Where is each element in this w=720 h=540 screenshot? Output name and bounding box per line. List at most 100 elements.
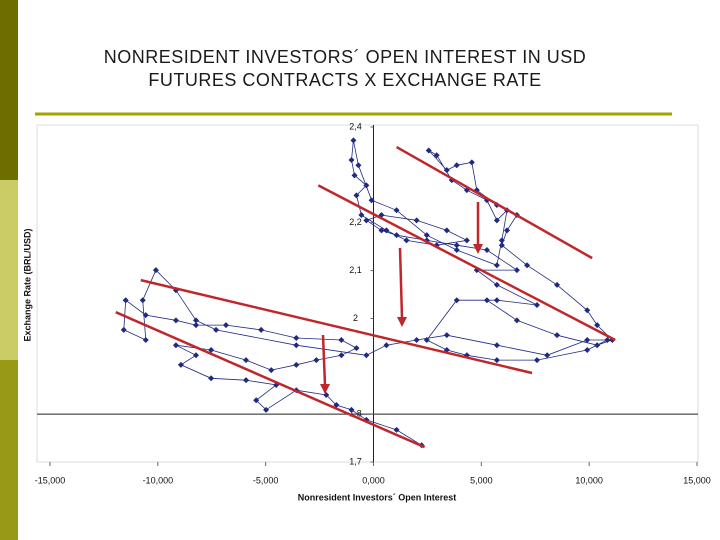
point xyxy=(253,397,260,404)
arrows xyxy=(320,202,483,394)
point xyxy=(353,345,360,352)
point xyxy=(363,352,370,359)
point xyxy=(258,326,265,333)
x-tick-label: 10,000 xyxy=(575,475,603,485)
point xyxy=(413,336,420,343)
point xyxy=(139,297,146,304)
point xyxy=(348,157,355,164)
point xyxy=(142,312,149,319)
arrow xyxy=(321,334,327,386)
point xyxy=(177,361,184,368)
point xyxy=(338,352,345,359)
point xyxy=(358,212,365,219)
point xyxy=(152,267,159,274)
point xyxy=(193,322,200,329)
x-tick-label: 15,000 xyxy=(683,475,711,485)
point xyxy=(350,137,357,144)
point xyxy=(122,297,129,304)
point xyxy=(213,326,220,333)
point xyxy=(493,217,500,224)
y-axis-title: Exchange Rate (BRL/USD) xyxy=(22,228,32,341)
point xyxy=(604,336,611,343)
trend-line xyxy=(395,146,593,260)
side-bar xyxy=(0,0,18,180)
point xyxy=(348,406,355,413)
point xyxy=(423,232,430,239)
point xyxy=(120,326,127,333)
point xyxy=(433,152,440,159)
point xyxy=(313,357,320,364)
point xyxy=(513,267,520,274)
side-bar xyxy=(0,360,18,540)
point xyxy=(222,322,229,329)
point xyxy=(498,237,505,244)
y-tick-label: 1,8 xyxy=(349,409,362,419)
trend-line xyxy=(140,278,533,375)
point xyxy=(393,232,400,239)
point xyxy=(425,147,432,154)
point xyxy=(423,336,430,343)
point xyxy=(193,317,200,324)
point xyxy=(493,262,500,269)
point xyxy=(268,367,275,374)
y-tick-label: 2,1 xyxy=(349,265,362,275)
point xyxy=(483,297,490,304)
point xyxy=(172,342,179,349)
side-bar xyxy=(0,180,18,360)
point xyxy=(513,317,520,324)
x-tick-label: -5,000 xyxy=(253,475,279,485)
title-line: NONRESIDENT INVESTORS´ OPEN INTEREST IN … xyxy=(104,47,587,67)
point xyxy=(393,426,400,433)
point xyxy=(453,242,460,249)
point xyxy=(393,207,400,214)
point xyxy=(293,361,300,368)
point xyxy=(524,262,531,269)
point xyxy=(378,227,385,234)
arrow-head xyxy=(397,317,407,327)
point xyxy=(453,162,460,169)
point xyxy=(293,342,300,349)
point xyxy=(263,406,270,413)
point xyxy=(333,402,340,409)
point xyxy=(584,336,591,343)
point xyxy=(193,352,200,359)
point xyxy=(554,281,561,288)
point xyxy=(463,237,470,244)
point xyxy=(142,336,149,343)
point xyxy=(338,336,345,343)
y-tick-label: 1,7 xyxy=(349,456,362,466)
point xyxy=(383,227,390,234)
point xyxy=(243,377,250,384)
point xyxy=(363,217,370,224)
x-axis-title: Nonresident Investors´ Open Interest xyxy=(298,492,457,502)
point xyxy=(243,357,250,364)
title-line: FUTURES CONTRACTS X EXCHANGE RATE xyxy=(148,70,541,90)
trend-line xyxy=(317,184,616,342)
point xyxy=(293,335,300,342)
point xyxy=(498,242,505,249)
arrow xyxy=(398,247,404,319)
arrow-head xyxy=(473,244,483,254)
arrow-head xyxy=(320,384,330,394)
point xyxy=(503,227,510,234)
plot-frame xyxy=(36,124,699,463)
point xyxy=(172,317,179,324)
point xyxy=(443,227,450,234)
y-tick-label: 2,2 xyxy=(349,217,362,227)
x-tick-label: 5,000 xyxy=(470,475,493,485)
point xyxy=(594,342,601,349)
y-tick-label: 2,4 xyxy=(349,121,362,131)
plot: -15,000 -10,000 -5,000 0,000 5,000 10,000 15,0… xyxy=(35,121,711,485)
point xyxy=(443,332,450,339)
trend-line xyxy=(115,311,426,449)
point xyxy=(554,332,561,339)
point xyxy=(453,246,460,253)
point xyxy=(368,197,375,204)
point xyxy=(468,159,475,166)
point xyxy=(483,246,490,253)
point xyxy=(351,172,358,179)
point xyxy=(443,167,450,174)
point xyxy=(453,297,460,304)
point xyxy=(363,182,370,189)
